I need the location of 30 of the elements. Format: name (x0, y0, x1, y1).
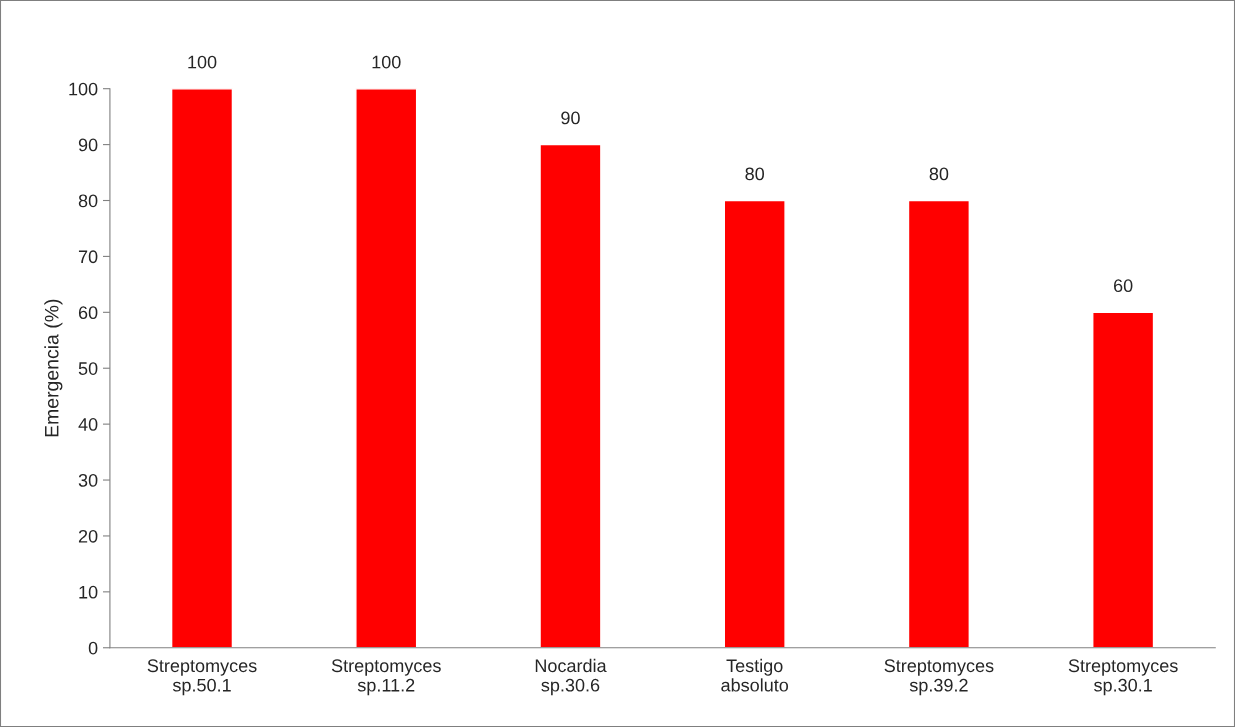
x-tick-label: Streptomyces sp.39.2 (884, 659, 994, 696)
bar (355, 88, 418, 648)
y-axis-title: Emergencia (%) (44, 299, 63, 437)
y-tick-label: 50 (78, 362, 98, 375)
data-label: 100 (188, 55, 217, 69)
y-tick-label: 60 (78, 306, 98, 320)
x-tick-label: Streptomyces sp.50.1 (147, 659, 257, 696)
data-label: 80 (745, 167, 765, 181)
y-tick-label: 30 (78, 473, 98, 487)
y-tick-label: 0 (88, 641, 98, 655)
data-label: 80 (929, 167, 949, 181)
y-tick-label: 80 (78, 194, 98, 208)
y-tick-label: 70 (78, 250, 98, 264)
y-tick-label: 90 (78, 138, 98, 152)
x-tick-label: Testigo absoluto (721, 658, 789, 692)
y-tick-label: 10 (79, 585, 98, 599)
bar (539, 143, 602, 648)
data-label: 90 (561, 111, 580, 125)
data-label: 60 (1114, 279, 1133, 293)
bar (170, 88, 234, 648)
x-tick-label: Nocardia sp.30.6 (535, 658, 607, 696)
data-label: 100 (372, 55, 401, 69)
y-tick-label: 40 (78, 418, 98, 431)
y-tick-label: 100 (69, 82, 98, 96)
bar (1092, 311, 1155, 648)
x-tick-label: Streptomyces sp.11.2 (331, 659, 441, 696)
bar (907, 199, 971, 648)
y-tick-label: 20 (78, 529, 98, 543)
bar (723, 199, 786, 648)
x-tick-label: Streptomyces sp.30.1 (1068, 659, 1178, 696)
